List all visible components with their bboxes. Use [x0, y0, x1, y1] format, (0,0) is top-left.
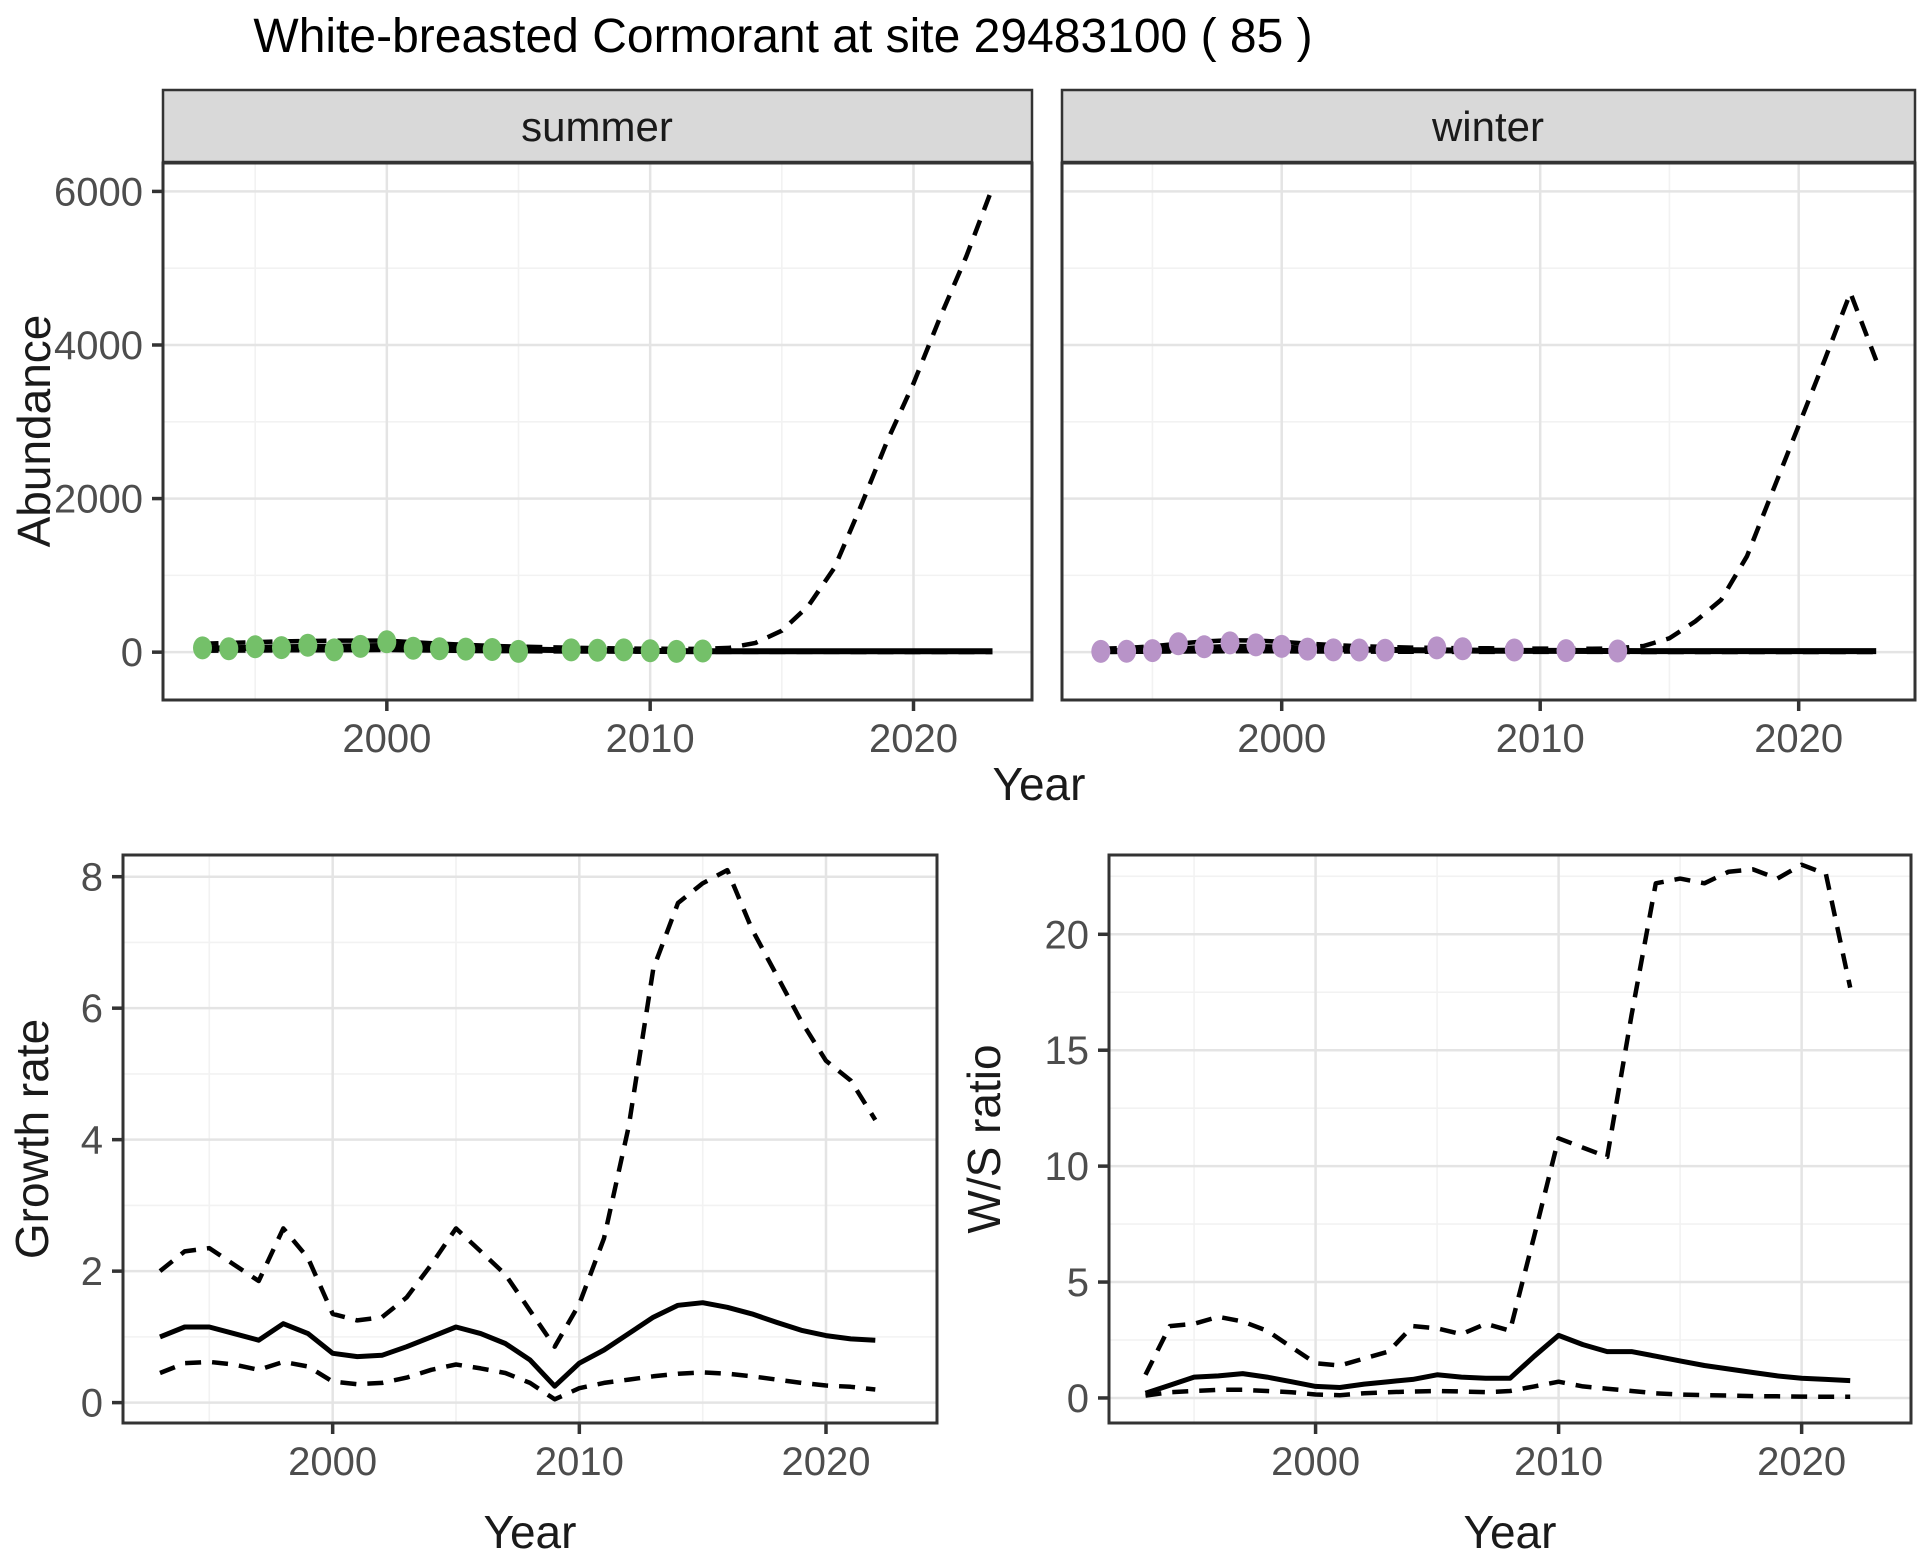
facet-strip-winter-bg	[1060, 88, 1917, 164]
x-axis-label-year-top: Year	[993, 758, 1086, 810]
x-tick-label: 2000	[288, 1440, 377, 1484]
y-tick-label: 15	[1045, 1029, 1090, 1073]
panel-abundance-summer: 2000 2010 2020 0 2000 4000 6000	[54, 161, 1034, 761]
y-tick-label: 2	[81, 1250, 103, 1294]
y-axis-label-growth-rate: Growth rate	[6, 1019, 58, 1259]
facet-strip-winter: winter	[1060, 88, 1917, 164]
x-tick-label: 2000	[1237, 717, 1326, 761]
x-tick-label: 2000	[1271, 1440, 1360, 1484]
facet-strip-summer: summer	[161, 88, 1034, 164]
panel-growth-rate: 2000 2010 2020 0 2 4 6 8	[81, 853, 939, 1484]
x-tick-label: 2010	[1514, 1440, 1603, 1484]
x-tick-label: 2010	[535, 1440, 624, 1484]
x-tick-label: 2010	[1496, 717, 1585, 761]
y-axis-label-abundance: Abundance	[8, 315, 60, 548]
chart-title: White-breasted Cormorant at site 2948310…	[253, 10, 1312, 63]
y-tick-label: 20	[1045, 913, 1090, 957]
y-tick-label: 2000	[54, 478, 143, 522]
x-tick-label: 2020	[1754, 717, 1843, 761]
y-tick-label: 10	[1045, 1145, 1090, 1189]
y-tick-label: 0	[121, 631, 143, 675]
panel-ws-ratio: 2000 2010 2020 0 5 10 15 20	[1045, 853, 1913, 1484]
x-tick-label: 2020	[782, 1440, 871, 1484]
y-tick-label: 4000	[54, 324, 143, 368]
x-axis-label-year-bottom-left: Year	[484, 1506, 577, 1558]
y-tick-label: 0	[81, 1382, 103, 1426]
y-axis-label-ws-ratio: W/S ratio	[958, 1044, 1010, 1233]
x-tick-label: 2020	[1757, 1440, 1846, 1484]
y-tick-label: 6	[81, 987, 103, 1031]
facet-strip-winter-label: winter	[1431, 103, 1544, 150]
y-tick-label: 8	[81, 856, 103, 900]
x-tick-label: 2020	[869, 717, 958, 761]
y-tick-label: 6000	[54, 170, 143, 214]
y-tick-label: 0	[1067, 1377, 1089, 1421]
facet-strip-summer-bg	[161, 88, 1034, 164]
y-tick-label: 5	[1067, 1261, 1089, 1305]
facet-strip-summer-label: summer	[521, 103, 673, 150]
y-tick-label: 4	[81, 1119, 103, 1163]
x-tick-label: 2000	[342, 717, 431, 761]
x-tick-label: 2010	[606, 717, 695, 761]
panel-abundance-winter: 2000 2010 2020	[1060, 161, 1917, 761]
x-axis-label-year-bottom-right: Year	[1464, 1506, 1557, 1558]
